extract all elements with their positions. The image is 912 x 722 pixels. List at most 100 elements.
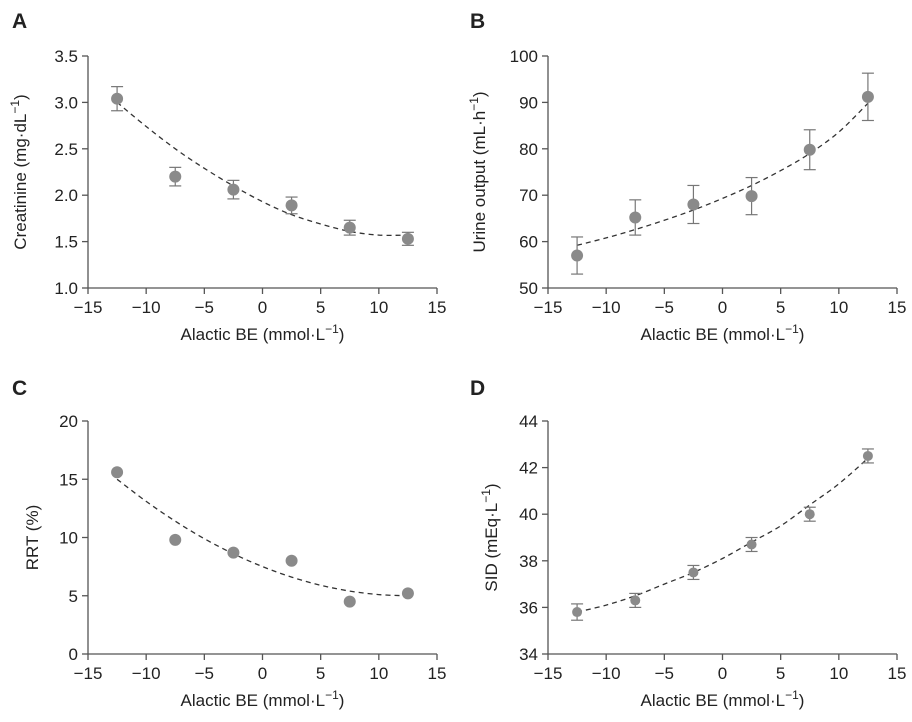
x-axis-title-superscript: −1 (785, 322, 799, 336)
data-point (861, 90, 874, 103)
x-tick-label: −5 (195, 298, 214, 317)
y-tick-label: 90 (519, 93, 538, 112)
chart-panel-b: B −15 −10 −5 0 5 10 15 50 60 70 80 90 100 Alactic BE (… (467, 10, 906, 344)
x-tick-label: 5 (776, 298, 785, 317)
data-point (688, 567, 699, 578)
x-tick-label: 15 (888, 298, 907, 317)
x-axis-title-end: ) (799, 325, 805, 344)
data-point (804, 509, 815, 520)
data-point (746, 539, 757, 550)
y-tick-label: 3.5 (54, 47, 78, 66)
x-axis-title-superscript: −1 (325, 322, 339, 336)
panel-letter: B (470, 10, 485, 33)
y-tick-label: 2.0 (54, 186, 78, 205)
x-tick-label: 0 (718, 664, 727, 683)
x-tick-label: 10 (369, 298, 388, 317)
x-tick-label: 0 (258, 298, 267, 317)
x-axis-title: Alactic BE (mmol·L−1) (641, 322, 805, 344)
x-axis-title: Alactic BE (mmol·L−1) (181, 322, 345, 344)
y-tick-label: 40 (519, 505, 538, 524)
x-tick-label: 5 (316, 298, 325, 317)
x-tick-label: 0 (258, 664, 267, 683)
data-point (111, 466, 124, 479)
y-axis-title: Urine output (mL·h−1) (467, 91, 489, 252)
x-axis-title: Alactic BE (mmol·L−1) (641, 688, 805, 710)
x-axis-title-superscript: −1 (785, 688, 799, 702)
x-tick-label: −15 (74, 298, 103, 317)
data-point (630, 595, 641, 606)
data-point (803, 143, 816, 156)
y-tick-label: 70 (519, 186, 538, 205)
data-point (571, 249, 584, 262)
y-tick-label: 80 (519, 140, 538, 159)
data-point (227, 546, 240, 559)
data-point (169, 170, 182, 183)
data-point (745, 190, 758, 203)
x-axis-title-text: Alactic BE (mmol·L (181, 325, 326, 344)
chart-panel-a: A −15 −10 −5 0 5 10 15 1.0 1.5 2.0 2.5 3.0 3.5 Alactic… (8, 10, 446, 344)
y-tick-label: 0 (69, 645, 78, 664)
y-axis-title-end: ) (482, 483, 501, 489)
y-axis-title-end: ) (470, 91, 489, 97)
y-tick-label: 42 (519, 459, 538, 478)
trend-line (576, 457, 869, 613)
x-tick-label: 15 (888, 664, 907, 683)
data-point (169, 533, 182, 546)
x-tick-label: −15 (74, 664, 103, 683)
y-axis-title-superscript: −1 (479, 489, 493, 503)
y-tick-label: 38 (519, 552, 538, 571)
x-tick-label: 5 (776, 664, 785, 683)
y-tick-label: 5 (69, 587, 78, 606)
x-tick-label: −10 (592, 664, 621, 683)
y-axis-title-text: Creatinine (mg·dL (11, 114, 30, 250)
y-axis-title-text: Urine output (mL·h (470, 111, 489, 253)
y-axis-title-end: ) (11, 94, 30, 100)
y-tick-label: 1.5 (54, 233, 78, 252)
y-tick-label: 36 (519, 598, 538, 617)
y-axis-title-text: SID (mEq·L (482, 503, 501, 592)
data-point (285, 554, 298, 567)
x-axis-title-text: Alactic BE (mmol·L (181, 691, 326, 710)
y-tick-label: 50 (519, 279, 538, 298)
x-axis-title-end: ) (339, 325, 345, 344)
y-tick-label: 1.0 (54, 279, 78, 298)
trend-line (116, 101, 408, 237)
y-axis-title: Creatinine (mg·dL−1) (8, 94, 30, 249)
y-axis-title-text: RRT (%) (23, 505, 42, 571)
chart-panel-d: D −15 −10 −5 0 5 10 15 34 36 38 40 42 44 Alactic BE (m… (470, 377, 906, 710)
x-axis-title-superscript: −1 (325, 688, 339, 702)
x-axis-title-end: ) (339, 691, 345, 710)
panel-letter: A (12, 10, 27, 33)
x-axis-title-text: Alactic BE (mmol·L (641, 325, 786, 344)
trend-line (116, 478, 408, 597)
panel-letter: D (470, 377, 485, 400)
y-tick-label: 10 (59, 529, 78, 548)
y-axis-title: RRT (%) (23, 505, 42, 571)
x-tick-label: −10 (132, 664, 161, 683)
data-point (285, 199, 298, 212)
x-tick-label: −15 (534, 664, 563, 683)
y-tick-label: 34 (519, 645, 538, 664)
data-point (111, 92, 124, 105)
chart-panel-c: C −15 −10 −5 0 5 10 15 0 5 10 15 20 Alactic BE (mmol·… (12, 377, 446, 710)
data-point (401, 587, 414, 600)
trend-line (576, 102, 869, 246)
y-axis-title: SID (mEq·L−1) (479, 483, 501, 591)
data-point (343, 595, 356, 608)
x-axis-title-text: Alactic BE (mmol·L (641, 691, 786, 710)
y-tick-label: 20 (59, 412, 78, 431)
x-tick-label: 0 (718, 298, 727, 317)
x-tick-label: −5 (655, 298, 674, 317)
x-tick-label: −5 (655, 664, 674, 683)
data-point (343, 221, 356, 234)
x-tick-label: 10 (369, 664, 388, 683)
panel-letter: C (12, 377, 27, 400)
x-tick-label: 15 (428, 664, 447, 683)
x-tick-label: 15 (428, 298, 447, 317)
data-point (227, 183, 240, 196)
x-tick-label: −10 (132, 298, 161, 317)
x-tick-label: 5 (316, 664, 325, 683)
y-tick-label: 44 (519, 412, 538, 431)
y-tick-label: 100 (510, 47, 538, 66)
y-axis-title-superscript: −1 (467, 97, 481, 111)
